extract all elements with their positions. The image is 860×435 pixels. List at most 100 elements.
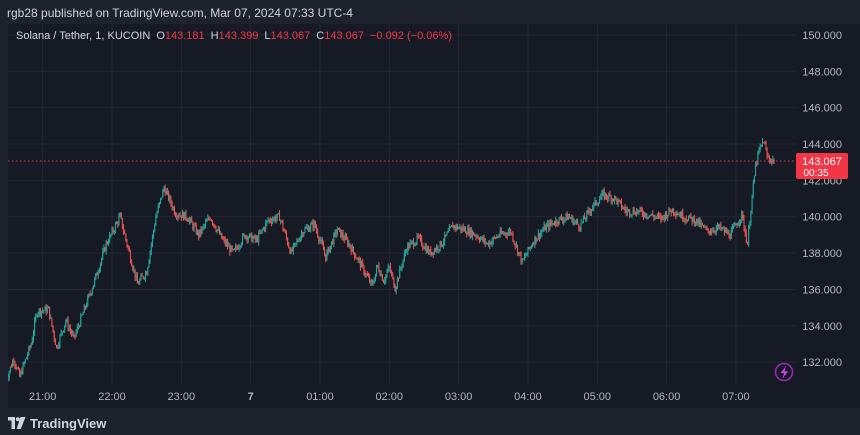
candle-body xyxy=(208,218,210,220)
candle-body xyxy=(678,214,680,216)
x-tick-label: 21:00 xyxy=(29,391,57,403)
candle-body xyxy=(750,210,752,224)
chart-area[interactable]: 132.000 134.000 136.000 138.000 140.000 142.0… xyxy=(8,24,860,408)
candle-body xyxy=(538,233,540,238)
candle-body xyxy=(638,210,640,213)
candle-body xyxy=(184,211,186,220)
candle-body xyxy=(303,232,305,236)
candle-body xyxy=(525,255,527,257)
candle-body xyxy=(441,245,443,247)
candle-body xyxy=(224,239,226,245)
candle-body xyxy=(632,209,634,215)
candle-body xyxy=(58,344,60,348)
candle-body xyxy=(673,208,675,214)
candle-body xyxy=(311,222,313,225)
candle-body xyxy=(460,226,462,231)
candle-body xyxy=(383,280,385,283)
candle-body xyxy=(331,241,333,246)
candle-body xyxy=(306,227,308,229)
candle-body xyxy=(366,273,368,276)
candle-body xyxy=(725,229,727,233)
candle-body xyxy=(492,237,494,242)
candle-body xyxy=(669,208,671,212)
candle-body xyxy=(328,247,330,253)
candle-body xyxy=(376,267,378,274)
price-tag-box xyxy=(796,152,848,179)
candle-body xyxy=(642,214,644,217)
candle-body xyxy=(662,215,664,217)
candle-body xyxy=(537,233,539,239)
candle-body xyxy=(484,238,486,244)
candle-body xyxy=(589,211,591,213)
candle-body xyxy=(723,227,725,233)
candle-body xyxy=(343,237,345,241)
candle-body xyxy=(209,218,211,220)
candle-body xyxy=(573,221,575,225)
candle-body xyxy=(700,223,702,226)
candle-body xyxy=(770,159,772,163)
candle-body xyxy=(43,310,45,312)
candle-body xyxy=(399,268,401,279)
candle-body xyxy=(203,225,205,227)
candle-body xyxy=(236,246,238,248)
candle-body xyxy=(631,214,633,216)
candle-body xyxy=(415,242,417,246)
candle-body xyxy=(13,361,15,363)
candle-body xyxy=(513,240,515,244)
y-tick-label: 134.000 xyxy=(802,321,842,333)
candle-body xyxy=(595,200,597,205)
candle-body xyxy=(505,232,507,235)
candle-body xyxy=(104,247,106,252)
candle-body xyxy=(381,274,383,281)
legend-open-value: 143.181 xyxy=(164,30,205,42)
candle-body xyxy=(597,203,599,205)
candle-body xyxy=(372,282,374,284)
y-tick-label: 144.000 xyxy=(802,139,842,151)
candle-body xyxy=(54,338,56,346)
lightning-icon[interactable] xyxy=(774,362,794,382)
candles-layer xyxy=(8,138,775,382)
candlestick-chart[interactable]: 132.000134.000136.000138.000140.000142.0… xyxy=(8,24,860,408)
candle-body xyxy=(82,312,84,315)
candle-body xyxy=(138,283,140,285)
candle-body xyxy=(592,207,594,210)
candle-body xyxy=(28,346,30,355)
candle-body xyxy=(149,251,151,261)
candle-body xyxy=(462,227,464,231)
candle-body xyxy=(370,280,372,283)
candle-body xyxy=(703,224,705,228)
candle-body xyxy=(305,227,307,229)
candle-body xyxy=(407,244,409,252)
candle-body xyxy=(269,219,271,222)
candle-body xyxy=(579,228,581,230)
candle-body xyxy=(246,236,248,241)
candle-body xyxy=(321,240,323,245)
candle-body xyxy=(752,182,754,197)
candle-body xyxy=(46,308,48,313)
candle-body xyxy=(615,196,617,199)
candle-body xyxy=(125,233,127,240)
candle-body xyxy=(446,232,448,236)
candle-body xyxy=(51,317,53,326)
candle-body xyxy=(207,218,209,221)
candle-body xyxy=(694,222,696,225)
candle-body xyxy=(186,218,188,220)
candle-body xyxy=(701,223,703,225)
candle-body xyxy=(556,219,558,224)
candle-body xyxy=(44,306,46,311)
candle-body xyxy=(162,189,164,198)
candle-body xyxy=(110,234,112,236)
brand-logo[interactable]: TradingView xyxy=(8,416,106,431)
candle-body xyxy=(686,220,688,222)
candle-body xyxy=(253,235,255,239)
candle-body xyxy=(150,244,152,252)
grid-layer xyxy=(8,24,796,384)
candle-body xyxy=(97,272,99,276)
candle-body xyxy=(304,228,306,233)
candle-body xyxy=(69,328,71,332)
candle-body xyxy=(414,245,416,247)
x-axis: 21:00 22:00 23:00 7 01:00 02:00 03:00 04:00 05:0… xyxy=(29,391,750,403)
candle-body xyxy=(609,194,611,197)
candle-body xyxy=(83,306,85,313)
candle-body xyxy=(173,207,175,214)
